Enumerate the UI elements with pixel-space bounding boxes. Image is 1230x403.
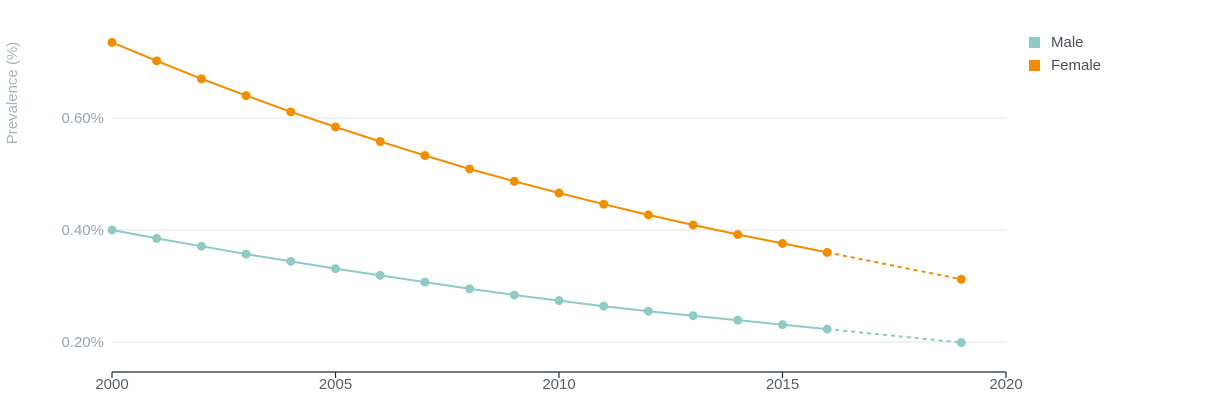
data-point-female[interactable]	[375, 137, 385, 147]
data-point-female[interactable]	[196, 74, 206, 84]
data-point-male[interactable]	[465, 284, 475, 294]
data-point-male[interactable]	[554, 296, 564, 306]
data-point-male[interactable]	[241, 249, 251, 259]
legend: Male Female	[1029, 34, 1101, 74]
x-tick-label: 2010	[542, 376, 575, 393]
data-point-female[interactable]	[286, 107, 296, 117]
data-point-male[interactable]	[643, 306, 653, 316]
legend-swatch-male[interactable]	[1029, 37, 1040, 48]
data-point-male[interactable]	[688, 311, 698, 321]
x-tick-label: 2015	[766, 376, 799, 393]
data-point-female[interactable]	[688, 220, 698, 230]
axes: 0.20% 0.40% 0.60% 2000 2005 2010 2015 2020	[61, 110, 1022, 393]
data-point-female[interactable]	[509, 176, 519, 186]
data-point-male[interactable]	[778, 320, 787, 330]
data-point-male[interactable]	[733, 315, 743, 325]
series-projection-female	[827, 251, 962, 281]
data-point-female[interactable]	[152, 56, 162, 66]
data-point-female[interactable]	[778, 238, 787, 248]
legend-label-male[interactable]: Male	[1051, 34, 1084, 51]
data-point-female[interactable]	[241, 91, 251, 101]
data-point-female[interactable]	[822, 247, 832, 257]
y-tick-label: 0.40%	[61, 222, 104, 239]
data-point-female[interactable]	[107, 37, 117, 47]
x-tick-label: 2020	[989, 376, 1022, 393]
data-point-female[interactable]	[420, 151, 430, 161]
data-point-male[interactable]	[509, 290, 519, 300]
series	[107, 37, 966, 348]
data-point-male[interactable]	[152, 233, 162, 243]
data-point-male[interactable]	[196, 241, 206, 251]
series-projection-male	[827, 328, 962, 344]
data-point-female[interactable]	[956, 274, 966, 284]
y-tick-label: 0.60%	[61, 110, 104, 127]
gridlines	[112, 117, 1006, 343]
data-point-female[interactable]	[733, 229, 743, 239]
data-point-male[interactable]	[420, 277, 430, 287]
series-line-male	[111, 229, 828, 331]
data-point-male[interactable]	[286, 256, 296, 266]
legend-swatch-female[interactable]	[1029, 60, 1040, 71]
data-point-male[interactable]	[599, 301, 609, 311]
data-point-female[interactable]	[331, 122, 340, 132]
series-line-female	[111, 41, 828, 254]
data-point-female[interactable]	[465, 164, 475, 174]
data-point-female[interactable]	[599, 199, 609, 209]
data-point-male[interactable]	[822, 324, 832, 334]
x-tick-label: 2005	[319, 376, 352, 393]
x-tick-label: 2000	[95, 376, 128, 393]
data-point-male[interactable]	[331, 264, 340, 274]
y-tick-label: 0.20%	[61, 334, 104, 351]
y-axis-label: Prevalence (%)	[4, 42, 21, 145]
data-point-male[interactable]	[107, 225, 117, 235]
legend-label-female[interactable]: Female	[1051, 57, 1101, 74]
data-point-male[interactable]	[956, 338, 966, 348]
data-point-male[interactable]	[375, 270, 385, 280]
data-point-female[interactable]	[554, 188, 564, 198]
data-point-female[interactable]	[643, 210, 653, 220]
